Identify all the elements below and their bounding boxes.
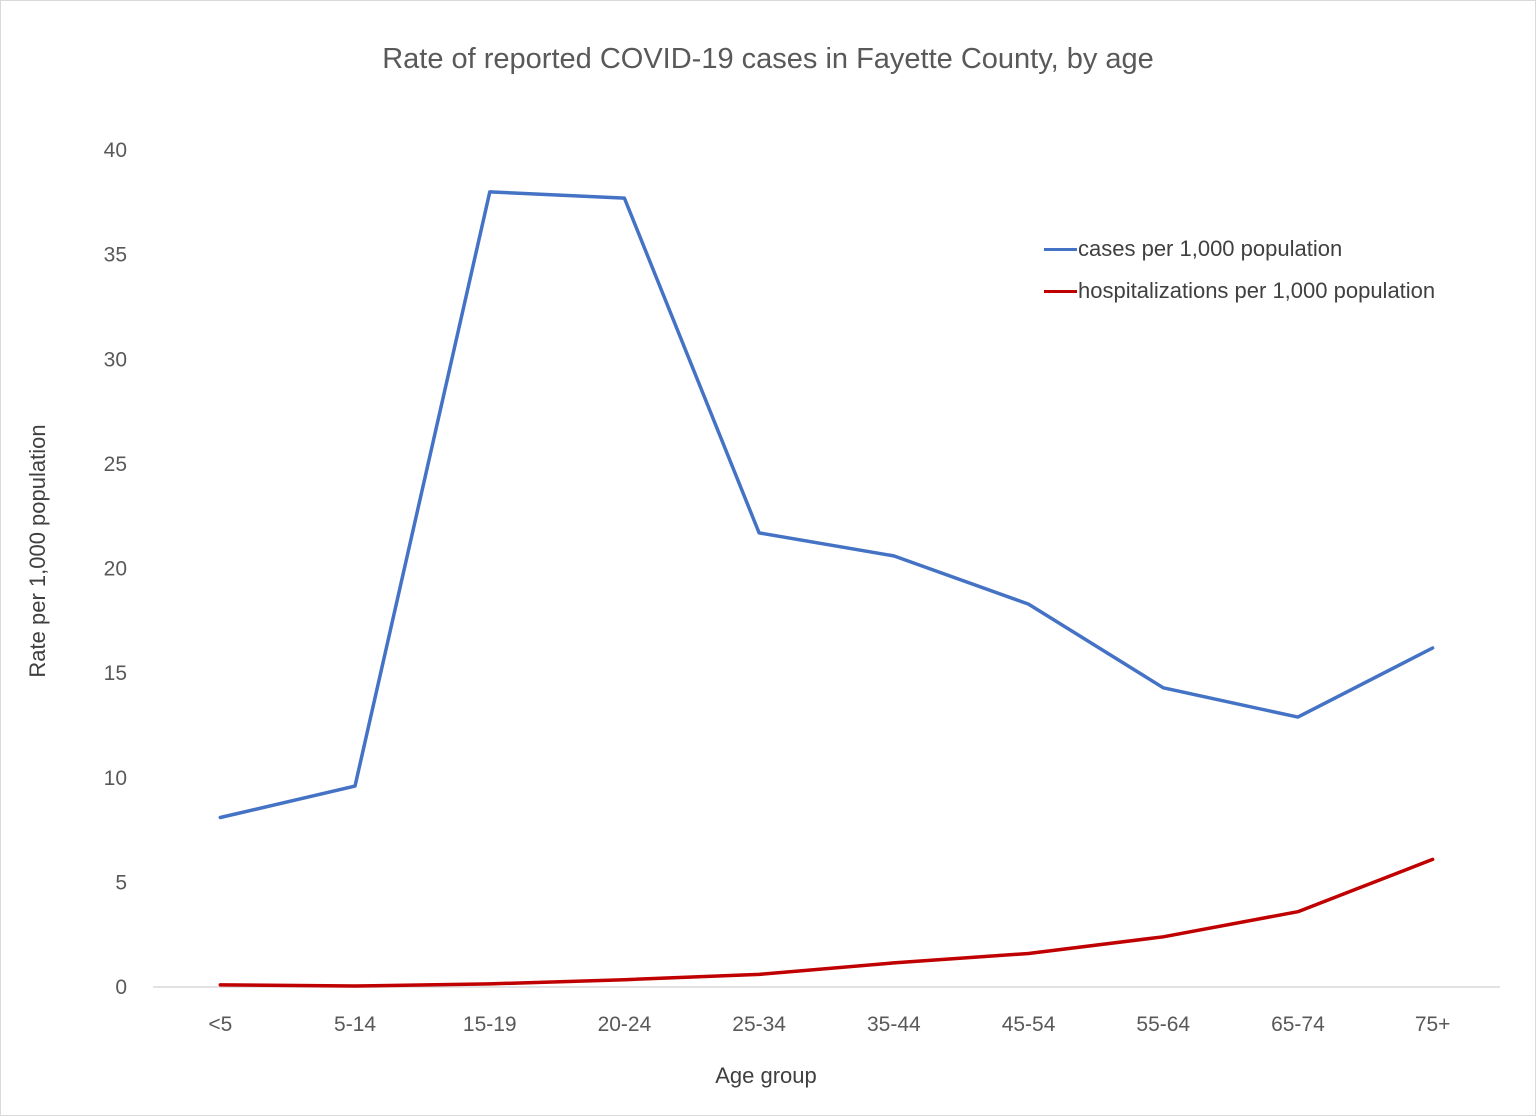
legend-swatch-cases xyxy=(1044,247,1077,251)
x-tick-label: <5 xyxy=(208,1013,232,1036)
y-tick-label: 25 xyxy=(104,453,127,476)
y-tick-label: 40 xyxy=(104,139,127,162)
legend: cases per 1,000 population hospitalizati… xyxy=(1044,228,1435,312)
x-tick-label: 15-19 xyxy=(463,1013,517,1036)
legend-item-hospitalizations: hospitalizations per 1,000 population xyxy=(1044,270,1435,312)
y-tick-label: 15 xyxy=(104,662,127,685)
x-tick-label: 55-64 xyxy=(1136,1013,1190,1036)
chart-title: Rate of reported COVID-19 cases in Fayet… xyxy=(382,43,1154,75)
y-tick-label: 0 xyxy=(115,976,127,999)
x-tick-label: 35-44 xyxy=(867,1013,921,1036)
legend-label-cases: cases per 1,000 population xyxy=(1078,236,1343,261)
x-axis-label: Age group xyxy=(715,1063,817,1088)
legend-swatch-hospitalizations xyxy=(1044,289,1077,293)
legend-item-cases: cases per 1,000 population xyxy=(1044,228,1435,270)
series-line-hospitalizations xyxy=(218,857,1435,988)
y-tick-label: 35 xyxy=(104,244,127,267)
y-tick-label: 20 xyxy=(104,558,127,581)
x-tick-label: 65-74 xyxy=(1271,1013,1325,1036)
x-tick-label: 45-54 xyxy=(1002,1013,1056,1036)
x-tick-label: 25-34 xyxy=(732,1013,786,1036)
legend-label-hospitalizations: hospitalizations per 1,000 population xyxy=(1078,278,1436,303)
x-tick-label: 75+ xyxy=(1415,1013,1451,1036)
x-tick-label: 20-24 xyxy=(598,1013,652,1036)
x-tick-label: 5-14 xyxy=(334,1013,376,1036)
series-line-cases xyxy=(218,190,1435,820)
y-axis-label: Rate per 1,000 population xyxy=(25,424,50,678)
y-tick-label: 5 xyxy=(115,871,127,894)
y-tick-label: 30 xyxy=(104,348,127,371)
y-tick-label: 10 xyxy=(104,767,127,790)
